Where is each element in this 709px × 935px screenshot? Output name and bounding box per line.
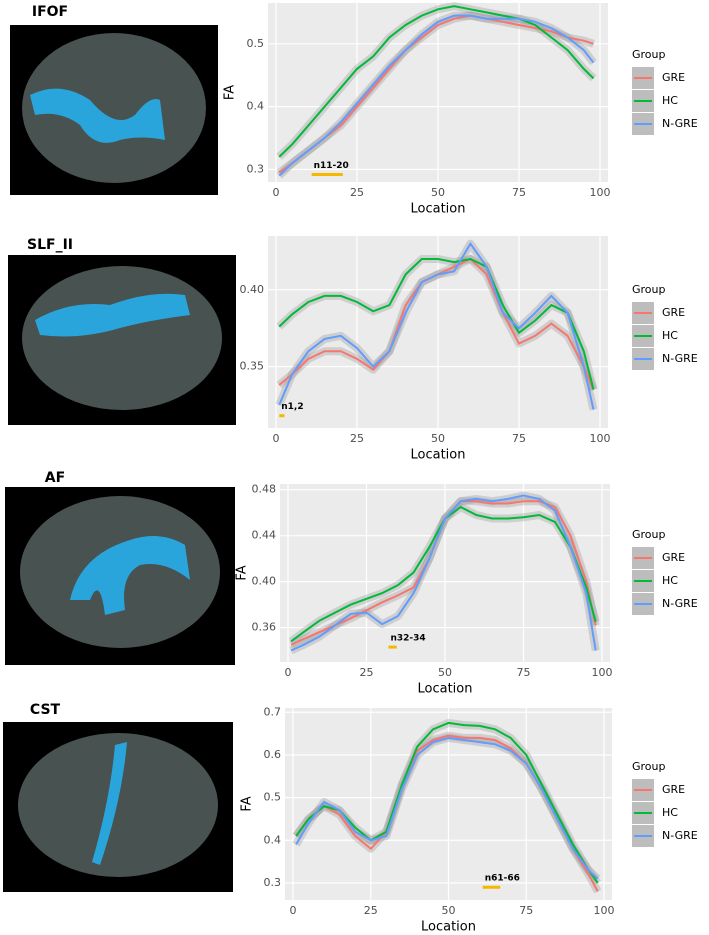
series-line xyxy=(290,494,597,652)
y-axis-label: FA xyxy=(240,796,255,811)
x-axis-label: Location xyxy=(418,682,473,697)
y-tick-label: 0.3 xyxy=(247,162,265,175)
x-tick-label: 25 xyxy=(350,432,364,445)
legend-label: GRE xyxy=(662,71,685,84)
x-tick-label: 25 xyxy=(360,666,374,679)
y-axis-label: FA xyxy=(223,324,238,339)
x-tick-label: 50 xyxy=(438,666,452,679)
x-tick-label: 75 xyxy=(517,666,531,679)
legend-label: GRE xyxy=(662,551,685,564)
x-tick-label: 75 xyxy=(519,904,533,917)
x-tick-label: 50 xyxy=(431,432,445,445)
x-tick-label: 25 xyxy=(350,186,364,199)
legend-label: N-GRE xyxy=(662,352,698,365)
y-tick-label: 0.3 xyxy=(264,876,282,889)
x-tick-label: 25 xyxy=(364,904,378,917)
legend-title: Group xyxy=(632,283,666,296)
legend-label: N-GRE xyxy=(662,597,698,610)
legend-label: HC xyxy=(662,574,678,587)
legend-title: Group xyxy=(632,760,666,773)
y-tick-label: 0.4 xyxy=(247,100,265,113)
tract-title: AF xyxy=(45,470,65,486)
y-tick-label: 0.40 xyxy=(252,575,277,588)
y-tick-label: 0.5 xyxy=(247,37,265,50)
y-tick-label: 0.44 xyxy=(252,529,277,542)
y-tick-label: 0.4 xyxy=(264,833,282,846)
y-tick-label: 0.40 xyxy=(240,283,265,296)
legend-title: Group xyxy=(632,48,666,61)
x-tick-label: 100 xyxy=(594,904,615,917)
x-tick-label: 0 xyxy=(273,432,280,445)
annotation: n61-66 xyxy=(485,874,520,884)
series-line xyxy=(278,5,595,158)
legend-label: HC xyxy=(662,94,678,107)
legend-label: GRE xyxy=(662,783,685,796)
x-tick-label: 0 xyxy=(290,904,297,917)
legend-title: Group xyxy=(632,528,666,541)
legend-label: GRE xyxy=(662,306,685,319)
tract-title: IFOF xyxy=(32,4,68,20)
x-tick-label: 100 xyxy=(590,432,611,445)
series-line xyxy=(278,257,595,390)
brain-image xyxy=(3,722,233,892)
x-axis-label: Location xyxy=(421,920,476,935)
annotation: n11-20 xyxy=(314,161,349,171)
legend-label: HC xyxy=(662,806,678,819)
brain-image xyxy=(8,255,236,425)
y-tick-label: 0.35 xyxy=(240,360,265,373)
y-tick-label: 0.48 xyxy=(252,483,277,496)
legend-label: HC xyxy=(662,329,678,342)
series-line xyxy=(278,14,595,177)
y-tick-label: 0.7 xyxy=(264,705,282,718)
y-axis-label: FA xyxy=(235,565,250,580)
legend-label: N-GRE xyxy=(662,117,698,130)
y-tick-label: 0.36 xyxy=(252,621,277,634)
x-tick-label: 50 xyxy=(442,904,456,917)
brain-image xyxy=(5,487,235,665)
x-tick-label: 75 xyxy=(512,186,526,199)
y-axis-label: FA xyxy=(223,85,238,100)
y-tick-label: 0.5 xyxy=(264,791,282,804)
x-tick-label: 0 xyxy=(285,666,292,679)
annotation: n32-34 xyxy=(390,634,425,644)
x-tick-label: 100 xyxy=(590,186,611,199)
legend-label: N-GRE xyxy=(662,829,698,842)
series-line xyxy=(278,241,595,410)
annotation: n1,2 xyxy=(281,402,303,412)
brain-image xyxy=(10,25,218,195)
x-tick-label: 100 xyxy=(592,666,613,679)
x-axis-label: Location xyxy=(411,202,466,217)
x-axis-label: Location xyxy=(411,448,466,463)
x-tick-label: 75 xyxy=(512,432,526,445)
series-line xyxy=(295,736,599,880)
y-tick-label: 0.6 xyxy=(264,748,282,761)
tract-title: CST xyxy=(30,702,61,718)
x-tick-label: 50 xyxy=(431,186,445,199)
x-tick-label: 0 xyxy=(273,186,280,199)
tract-title: SLF_II xyxy=(27,237,73,253)
